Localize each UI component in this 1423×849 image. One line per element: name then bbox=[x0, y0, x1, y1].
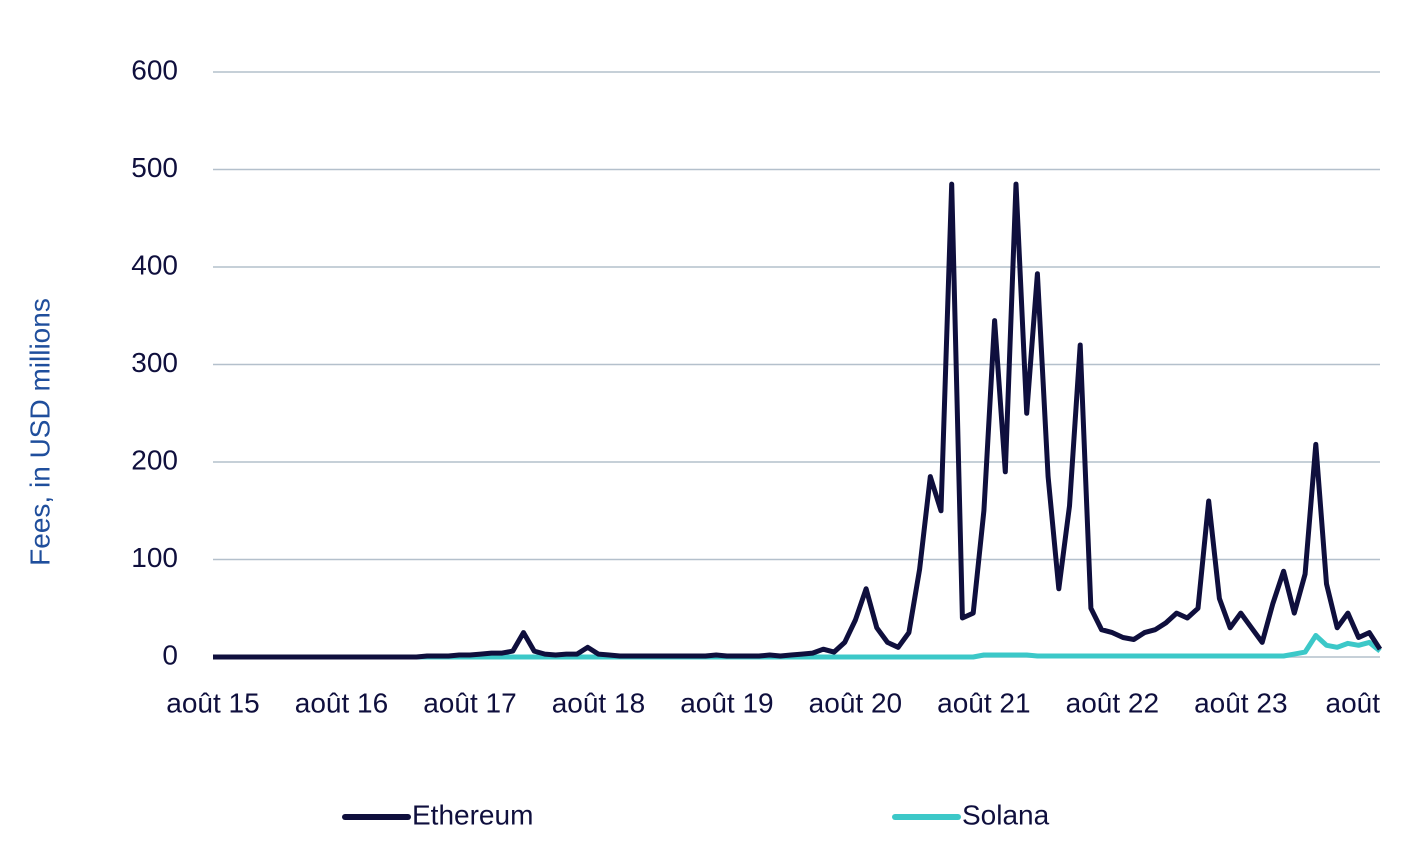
x-tick-label: août 18 bbox=[552, 687, 645, 718]
y-tick-label: 0 bbox=[162, 639, 178, 670]
x-tick-label: août 20 bbox=[809, 687, 902, 718]
line bbox=[213, 181, 1383, 660]
legend-label: Solana bbox=[962, 799, 1050, 830]
x-tick-label: août 23 bbox=[1194, 687, 1287, 718]
x-tick-label: août 21 bbox=[937, 687, 1030, 718]
x-tick-label: août 17 bbox=[423, 687, 516, 718]
y-axis-title: Fees, in USD millions bbox=[24, 298, 55, 566]
x-tick-label: août 19 bbox=[680, 687, 773, 718]
legend-label: Ethereum bbox=[412, 799, 533, 830]
x-tick-label: août bbox=[1326, 687, 1381, 718]
y-tick-label: 300 bbox=[131, 347, 178, 378]
x-tick-label: août 16 bbox=[295, 687, 388, 718]
y-tick-label: 500 bbox=[131, 152, 178, 183]
y-tick-label: 600 bbox=[131, 54, 178, 85]
y-tick-label: 400 bbox=[131, 249, 178, 280]
y-tick-label: 200 bbox=[131, 444, 178, 475]
x-tick-label: août 15 bbox=[166, 687, 259, 718]
y-tick-label: 100 bbox=[131, 542, 178, 573]
x-tick-label: août 22 bbox=[1066, 687, 1159, 718]
